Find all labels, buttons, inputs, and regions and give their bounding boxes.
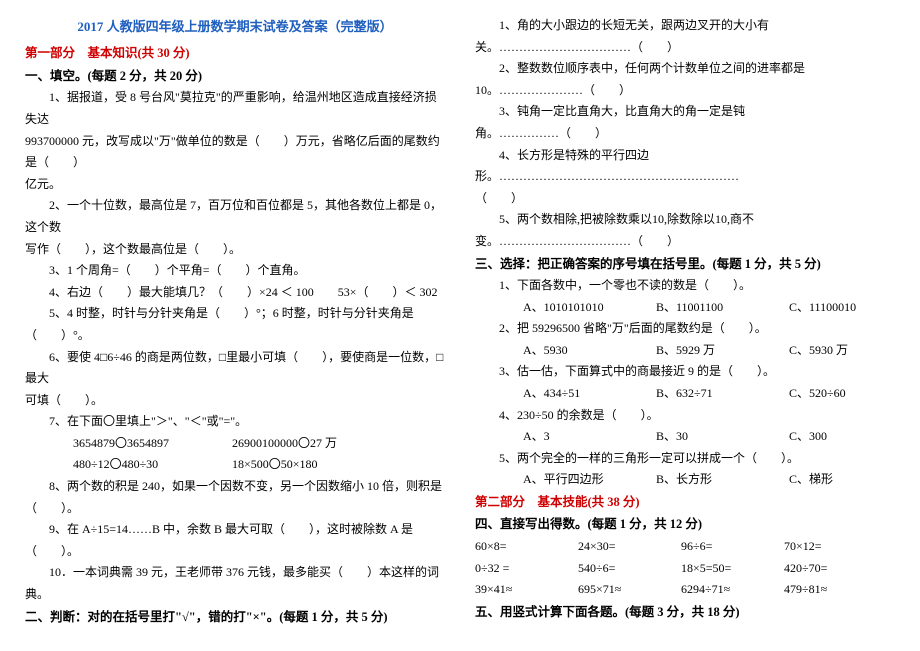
q-text: 6、要使 4□6÷46 的商是两位数，□里最小可填（ ），要使商是一位数，□最大 — [25, 347, 445, 390]
q-text: 1、角的大小跟边的长短无关，跟两边叉开的大小有 — [475, 15, 895, 37]
s5-header: 五、用竖式计算下面各题。(每题 3 分，共 18 分) — [475, 601, 895, 624]
q-text: 2、整数数位顺序表中，任何两个计数单位之间的进率都是 — [475, 58, 895, 80]
opt: B、632÷71 — [632, 383, 762, 405]
opt-row: A、平行四边形 B、长方形 C、梯形 — [475, 469, 895, 491]
q-cell: 26900100000〇27 万 — [232, 436, 337, 450]
opt: A、434÷51 — [499, 383, 629, 405]
q-text: 1、据报道，受 8 号台风"莫拉克"的严重影响，给温州地区造成直接经济损失达 — [25, 87, 445, 130]
calc: 0÷32 = — [475, 558, 575, 580]
q-text: 3、估一估，下面算式中的商最接近 9 的是（ ）。 — [475, 361, 895, 383]
calc: 695×71≈ — [578, 579, 678, 601]
opt: B、长方形 — [632, 469, 762, 491]
calc-row: 60×8= 24×30= 96÷6= 70×12= — [475, 536, 895, 558]
q-text: 可填（ ）。 — [25, 390, 445, 412]
calc-row: 39×41≈ 695×71≈ 6294÷71≈ 479÷81≈ — [475, 579, 895, 601]
q-cell: 480÷12〇480÷30 — [49, 454, 229, 476]
calc: 420÷70= — [784, 558, 884, 580]
calc-row: 0÷32 = 540÷6= 18×5=50= 420÷70= — [475, 558, 895, 580]
doc-title: 2017 人教版四年级上册数学期末试卷及答案（完整版） — [25, 15, 445, 38]
calc: 18×5=50= — [681, 558, 781, 580]
s1-header: 一、填空。(每题 2 分，共 20 分) — [25, 65, 445, 88]
part2-header: 第二部分 基本技能(共 38 分) — [475, 491, 895, 514]
q-text: 写作（ ），这个数最高位是（ ）。 — [25, 239, 445, 261]
opt: C、5930 万 — [765, 340, 895, 362]
q-text: 2、把 59296500 省略"万"后面的尾数约是（ ）。 — [475, 318, 895, 340]
s2-header: 二、判断：对的在括号里打"√"，错的打"×"。(每题 1 分，共 5 分) — [25, 606, 445, 629]
calc: 60×8= — [475, 536, 575, 558]
q-cell: 18×500〇50×180 — [232, 457, 318, 471]
q-row: 480÷12〇480÷30 18×500〇50×180 — [25, 454, 445, 476]
q-text: 角。……………（ ） — [475, 123, 895, 145]
q-text: 关。……………………………（ ） — [475, 37, 895, 59]
q-text: 8、两个数的积是 240，如果一个因数不变，另一个因数缩小 10 倍，则积是（ … — [25, 476, 445, 519]
opt-row: A、434÷51 B、632÷71 C、520÷60 — [475, 383, 895, 405]
opt: B、11001100 — [632, 297, 762, 319]
q-text: 5、两个数相除,把被除数乘以10,除数除以10,商不变。……………………………（… — [475, 209, 895, 252]
calc: 24×30= — [578, 536, 678, 558]
q-text: 5、4 时整，时针与分针夹角是（ ）°；6 时整，时针与分针夹角是（ ）°。 — [25, 303, 445, 346]
q-text: 10。…………………（ ） — [475, 80, 895, 102]
q-text: 2、一个十位数，最高位是 7，百万位和百位都是 5，其他各数位上都是 0，这个数 — [25, 195, 445, 238]
calc: 540÷6= — [578, 558, 678, 580]
q-cell: 3654879〇3654897 — [49, 433, 229, 455]
q-text: （ ） — [475, 188, 895, 210]
opt: C、11100010 — [765, 297, 895, 319]
calc: 6294÷71≈ — [681, 579, 781, 601]
opt-row: A、1010101010 B、11001100 C、11100010 — [475, 297, 895, 319]
q-text: 3、1 个周角=（ ）个平角=（ ）个直角。 — [25, 260, 445, 282]
q-text: 5、两个完全的一样的三角形一定可以拼成一个（ ）。 — [475, 448, 895, 470]
q-text: 3、钝角一定比直角大，比直角大的角一定是钝 — [475, 101, 895, 123]
q-text: 7、在下面〇里填上"＞"、"＜"或"="。 — [25, 411, 445, 433]
s3-header: 三、选择：把正确答案的序号填在括号里。(每题 1 分，共 5 分) — [475, 253, 895, 276]
q-text: 1、下面各数中，一个零也不读的数是（ ）。 — [475, 275, 895, 297]
opt: A、5930 — [499, 340, 629, 362]
opt: C、520÷60 — [765, 383, 895, 405]
q-text: 4、长方形是特殊的平行四边形。…………………………………………………… — [475, 145, 895, 188]
opt-row: A、5930 B、5929 万 C、5930 万 — [475, 340, 895, 362]
opt-row: A、3 B、30 C、300 — [475, 426, 895, 448]
opt: C、300 — [765, 426, 895, 448]
calc: 479÷81≈ — [784, 579, 884, 601]
opt: A、1010101010 — [499, 297, 629, 319]
opt: A、平行四边形 — [499, 469, 629, 491]
q-text: 993700000 元，改写成以"万"做单位的数是（ ）万元，省略亿后面的尾数约… — [25, 131, 445, 174]
calc: 96÷6= — [681, 536, 781, 558]
opt: C、梯形 — [765, 469, 895, 491]
q-text: 10．一本词典需 39 元，王老师带 376 元钱，最多能买（ ）本这样的词典。 — [25, 562, 445, 605]
q-text: 9、在 A÷15=14……B 中，余数 B 最大可取（ ），这时被除数 A 是（… — [25, 519, 445, 562]
opt: B、30 — [632, 426, 762, 448]
q-row: 3654879〇3654897 26900100000〇27 万 — [25, 433, 445, 455]
s4-header: 四、直接写出得数。(每题 1 分，共 12 分) — [475, 513, 895, 536]
calc: 39×41≈ — [475, 579, 575, 601]
opt: B、5929 万 — [632, 340, 762, 362]
opt: A、3 — [499, 426, 629, 448]
q-text: 亿元。 — [25, 174, 445, 196]
calc: 70×12= — [784, 536, 884, 558]
q-text: 4、右边（ ）最大能填几？（ ）×24 ＜ 100 53×（ ）＜ 302 — [25, 282, 445, 304]
q-text: 4、230÷50 的余数是（ ）。 — [475, 405, 895, 427]
part1-header: 第一部分 基本知识(共 30 分) — [25, 42, 445, 65]
